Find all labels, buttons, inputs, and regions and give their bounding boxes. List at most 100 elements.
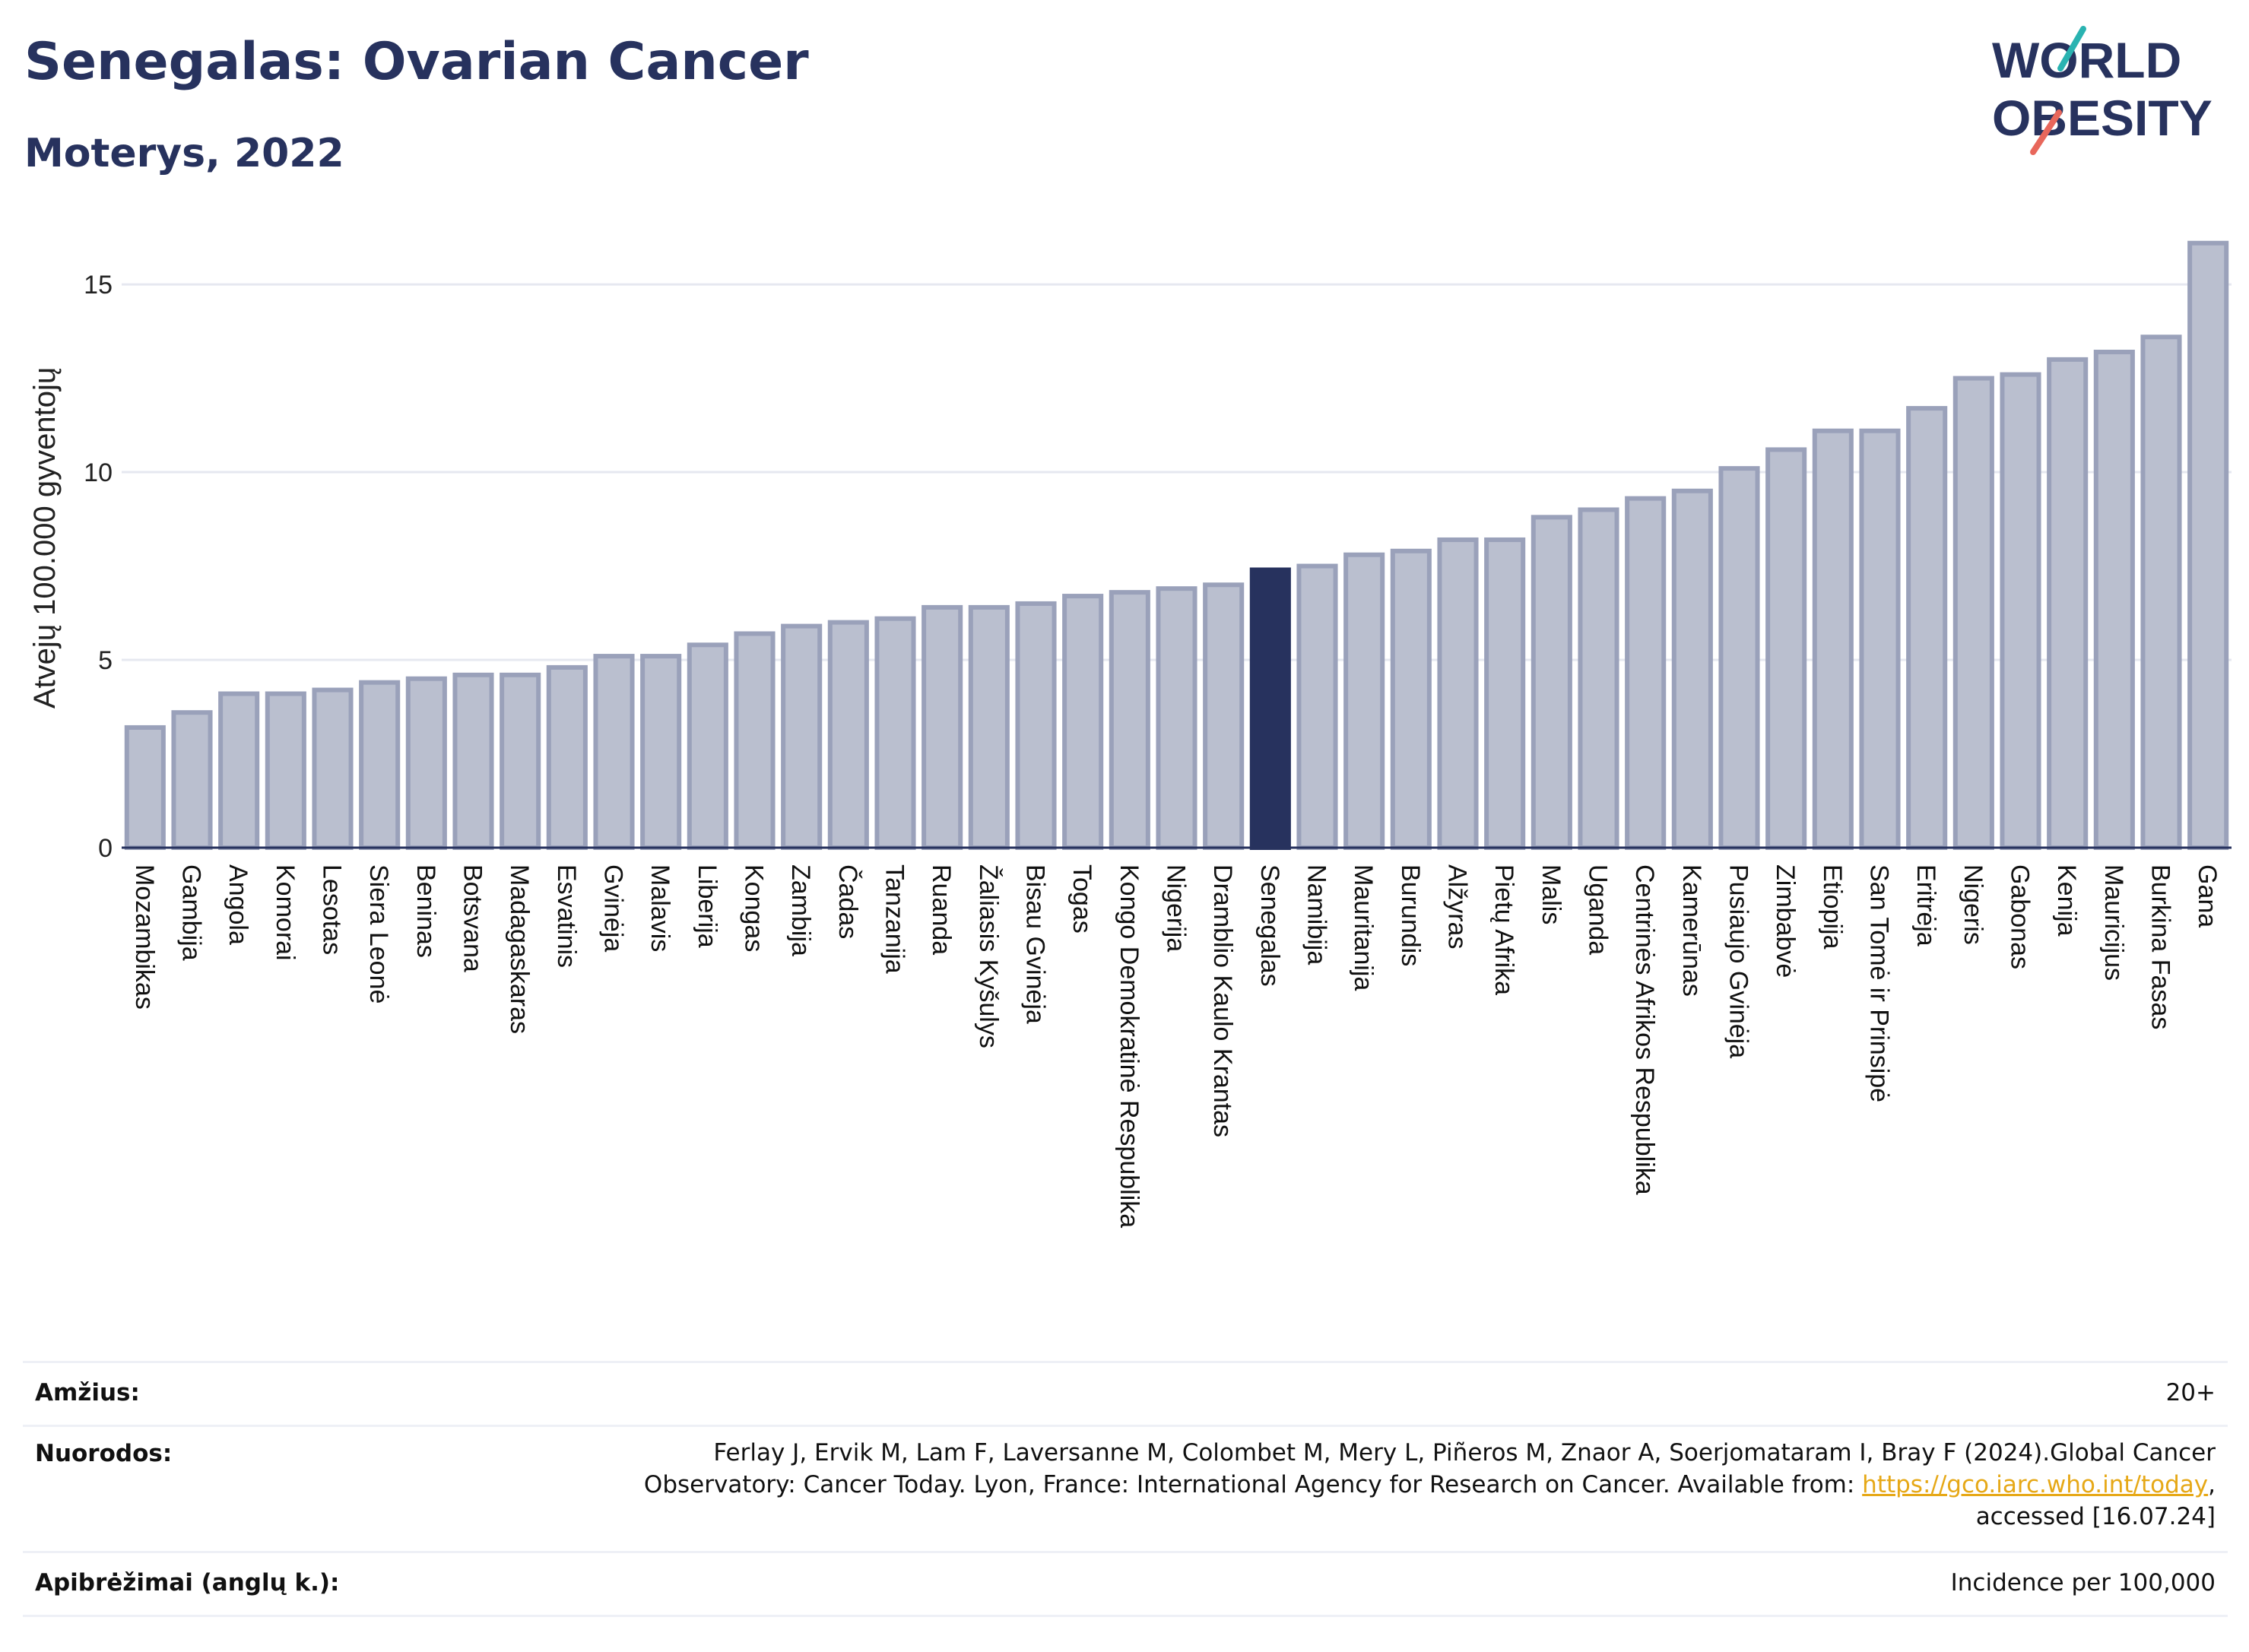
x-tick-label: Nigerija [1162,864,1191,952]
x-tick-label: Beninas [411,864,440,958]
x-tick-label: Togas [1067,864,1096,934]
bar [1952,376,1994,850]
logo-line1: WORLD [1992,32,2181,88]
x-tick-label: Pietų Afrika [1489,864,1518,995]
bar [1203,582,1245,850]
x-tick-label: Liberija [693,864,722,948]
bar [968,604,1010,850]
bar [171,710,213,850]
x-tick-label: Mauricijus [2099,864,2128,981]
bar [452,672,494,851]
x-tick-label: Ruanda [927,864,956,955]
x-tick-label: Zambija [786,864,815,956]
divider [23,1551,2228,1553]
x-tick-label: Burundis [1396,864,1425,966]
bar [2047,357,2089,850]
bar [1906,406,1948,850]
references-line2: Observatory: Cancer Today. Lyon, France:… [644,1469,2216,1501]
bar [1531,515,1572,850]
page-subtitle: Moterys, 2022 [24,131,344,176]
x-tick-label: Esvatinis [552,864,581,968]
age-row: Amžius: 20+ [23,1361,2228,1425]
y-tick-label: 0 [98,834,113,863]
bar [218,691,260,851]
x-tick-label: Madagaskaras [505,864,534,1034]
bar [500,672,541,851]
references-value: Ferlay J, Ervik M, Lam F, Laversanne M, … [644,1437,2216,1533]
bar [2000,372,2041,850]
x-tick-label: Eritrėja [1911,864,1940,946]
references-label: Nuorodos: [35,1440,173,1467]
bar-chart: 0 5 10 15 Atvejų 100.000 gyventojų Mozambikas… [28,240,2232,1228]
y-tick-label: 5 [98,646,113,675]
y-axis-label: Atvejų 100.000 gyventojų [28,367,62,709]
x-tick-label: Nigeris [1959,864,1987,945]
bar [1578,507,1619,850]
bar [781,623,823,850]
references-line3: accessed [16.07.24] [1975,1503,2216,1530]
bar [2187,240,2229,850]
x-tick-label: Gabonas [2006,864,2035,969]
x-tick-label: Mozambikas [130,864,159,1010]
x-tick-label: Namibija [1302,864,1331,965]
x-tick-label: Gvinėja [599,864,628,952]
x-tick-label: Malis [1537,864,1565,924]
x-tick-label: Kenija [2052,864,2081,937]
age-value: 20+ [2165,1379,2216,1406]
bar [265,691,306,851]
x-tick-label: Kongas [740,864,769,952]
bar [2140,335,2182,850]
x-tick-label: Centrinės Afrikos Respublika [1630,864,1659,1195]
bar [312,687,354,851]
x-tick-label: Burkina Fasas [2146,864,2175,1029]
x-tick-label: Uganda [1584,864,1613,955]
x-tick-label: Senegalas [1255,864,1284,987]
x-tick-label: Siera Leonė [364,864,393,1004]
page-title: Senegalas: Ovarian Cancer [24,32,809,92]
definitions-value: Incidence per 100,000 [1950,1569,2216,1597]
bar [1015,601,1057,850]
world-obesity-logo: WORLD OBESITY [1992,26,2213,155]
bar [874,616,916,850]
x-tick-label: Žaliasis Kyšulys [974,864,1003,1048]
divider [23,1361,2228,1363]
x-tick-label: Čadas [833,864,862,939]
logo-slash-coral [2030,109,2062,155]
references-line2-end: , [2208,1471,2216,1498]
x-tick-label: Botsvana [458,864,487,972]
source-link[interactable]: https://gco.iarc.who.int/today [1862,1471,2209,1498]
bar [1296,563,1338,851]
bar [687,642,728,850]
bar [1343,552,1385,851]
x-tick-label: Dramblio Kaulo Krantas [1208,864,1237,1137]
x-tick-label: Gambija [177,864,206,961]
bar [124,725,166,850]
bar [1812,428,1854,850]
x-tick-label: Angola [224,864,252,945]
bar [734,631,776,850]
bar [405,676,447,851]
x-tick-label: Komorai [271,864,300,961]
definitions-label: Apibrėžimai (anglų k.): [35,1569,340,1597]
bar [359,680,401,851]
x-tick-label: Gana [2193,864,2222,927]
bar [1765,447,1807,850]
y-tick-label: 15 [84,271,113,300]
bar [640,654,682,850]
x-tick-label: Kongo Demokratinė Respublika [1115,864,1144,1228]
bar [1390,548,1432,851]
x-tick-label: Mauritanija [1349,864,1378,991]
bar [1437,537,1479,851]
references-line1: Ferlay J, Ervik M, Lam F, Laversanne M, … [713,1439,2216,1467]
bar [827,620,869,850]
x-tick-label: Zimbabvė [1771,864,1800,978]
logo-slash-teal [2057,26,2086,71]
bar [1249,567,1291,850]
bar [1859,428,1901,850]
x-tick-label: Tanzanija [880,864,909,974]
x-tick-label: Lesotas [318,864,347,955]
bar [1109,590,1150,850]
bar [593,654,635,850]
y-tick-label: 10 [84,458,113,487]
logo-line2: OBESITY [1992,90,2213,146]
